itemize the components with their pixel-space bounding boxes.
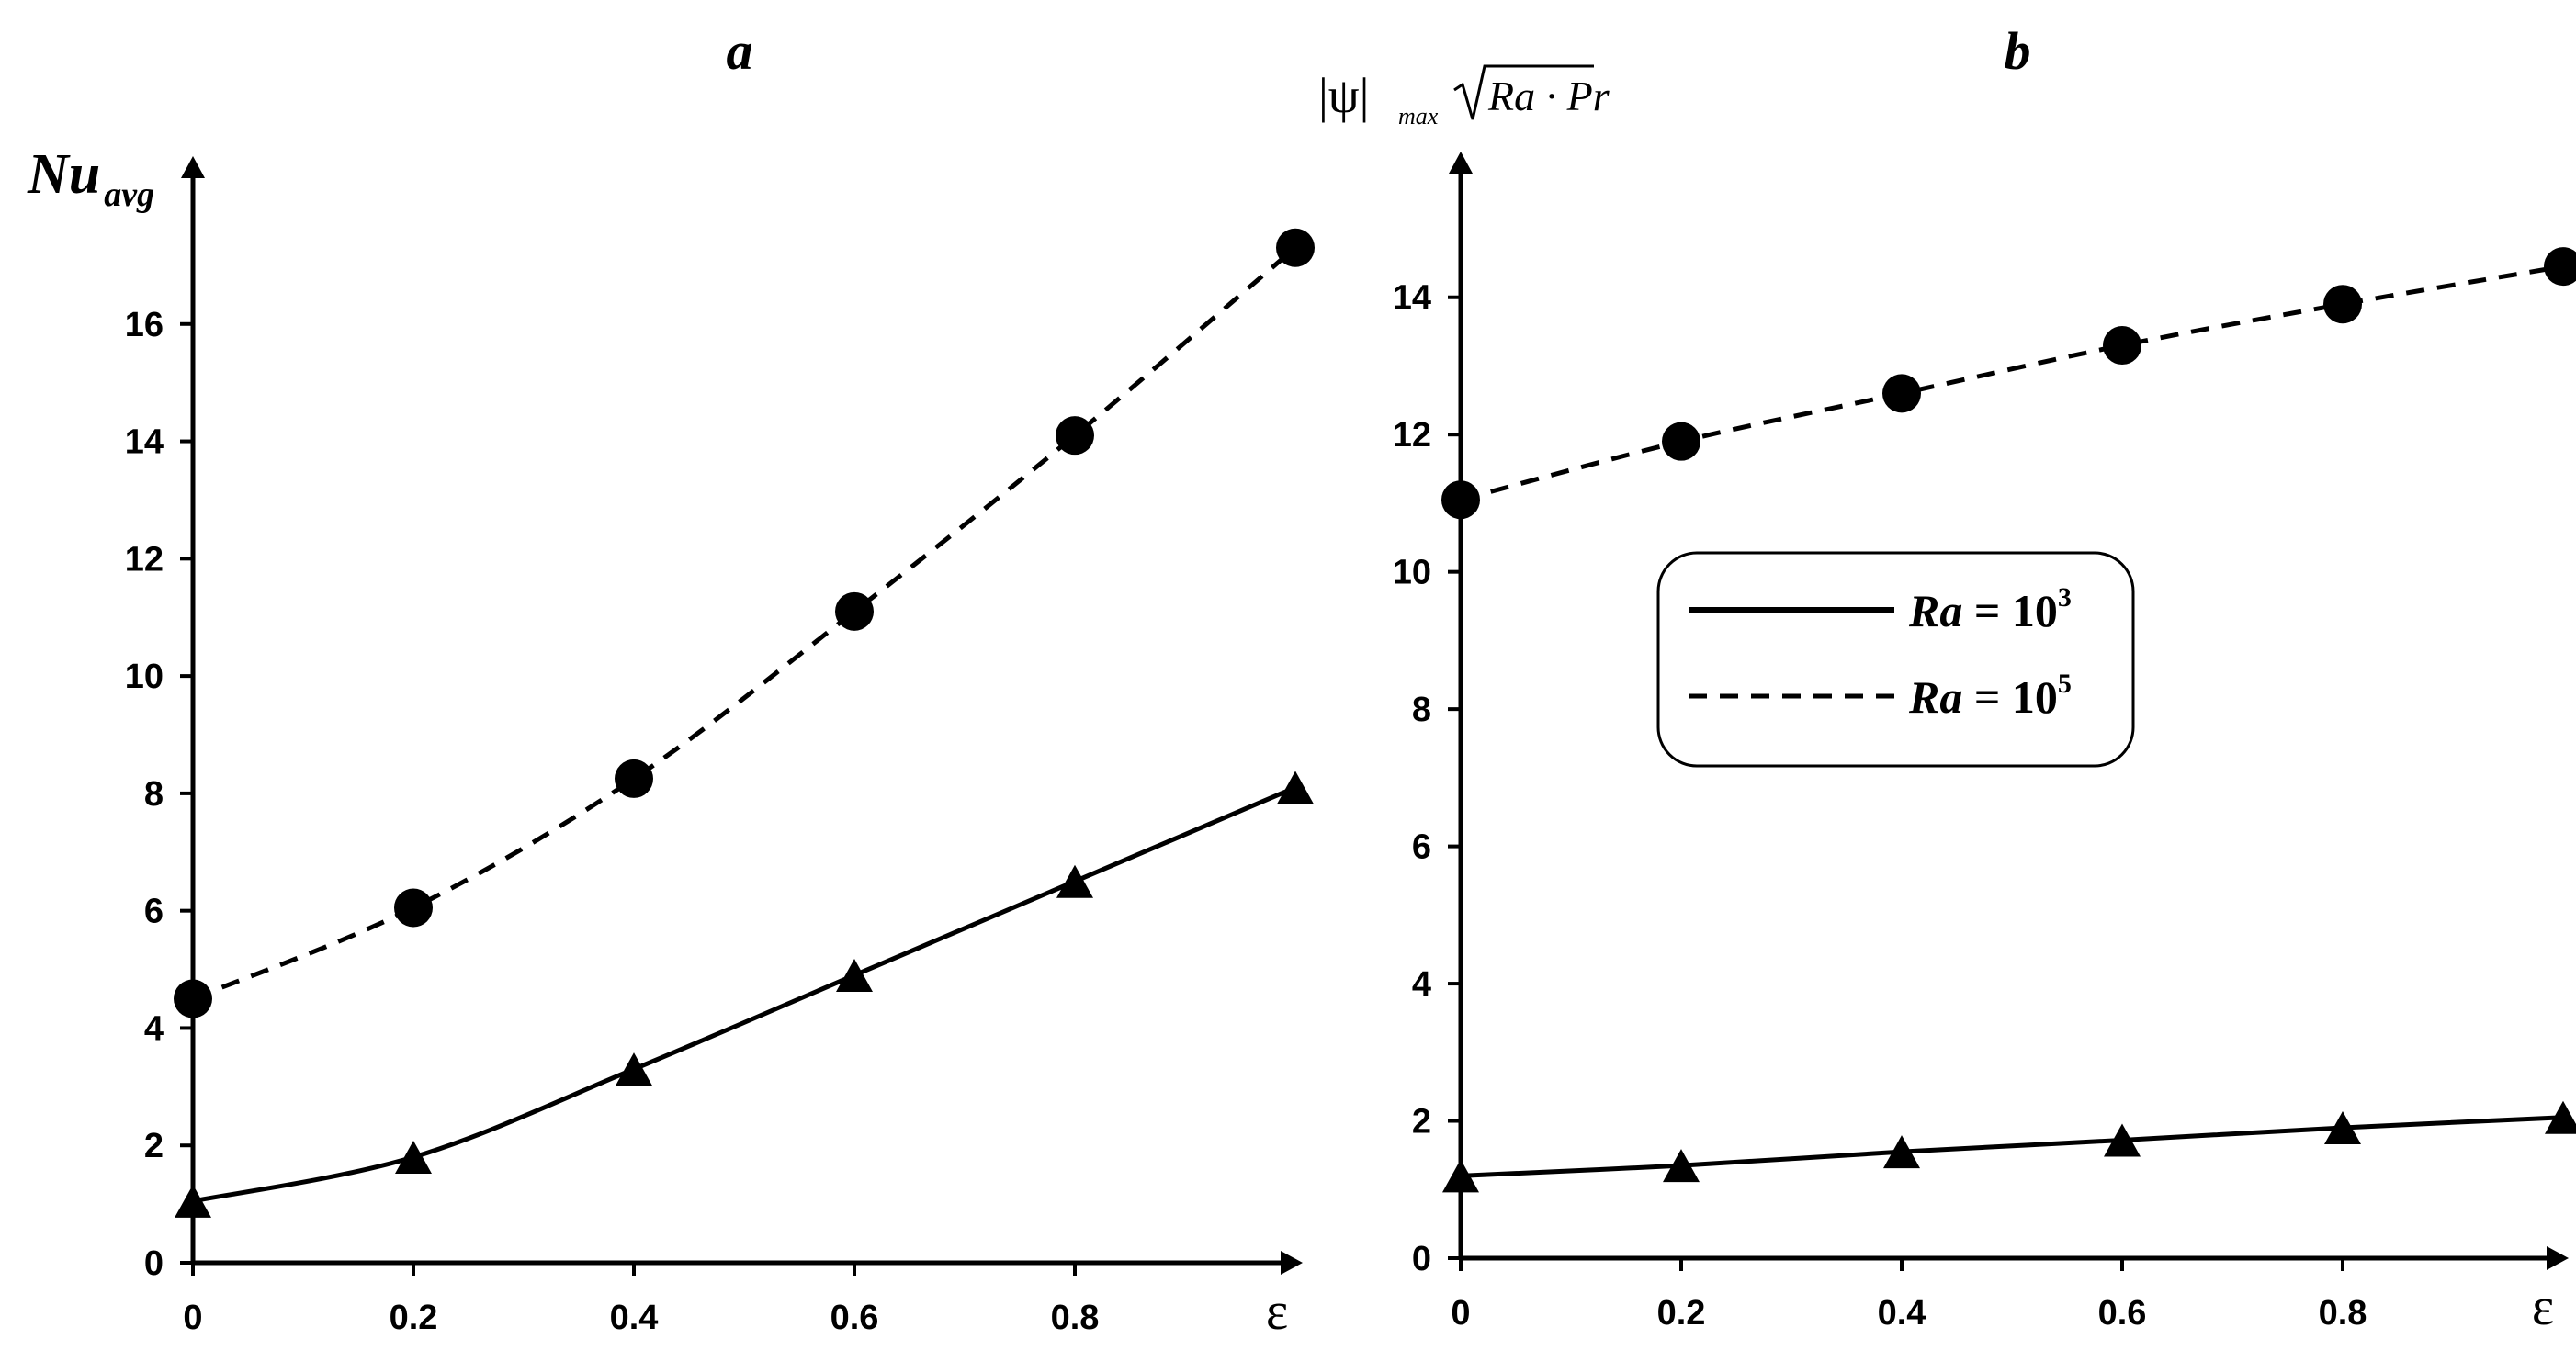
panel-b-ylabel: |ψ| max Ra · Pr bbox=[1318, 64, 1610, 129]
panel-b-plot: 0 2 4 6 8 10 12 14 0 0.2 0.4 0.6 0.8 ε bbox=[1393, 152, 2576, 1336]
panel-b-y-tick-label: 6 bbox=[1412, 828, 1431, 867]
panel-a-x-tick-label: 0 bbox=[183, 1299, 202, 1337]
panel-b-series-1-point bbox=[1442, 1159, 1479, 1193]
panel-a-y-tick-label: 10 bbox=[125, 658, 164, 696]
legend-entry-1-exp: 3 bbox=[2058, 582, 2072, 613]
panel-b-ylabel-sub: max bbox=[1398, 103, 1439, 129]
panel-b-series-2-point bbox=[1662, 422, 1700, 461]
panel-a-y-tick-label: 16 bbox=[125, 306, 164, 344]
panel-b-series-2-point bbox=[1882, 374, 1921, 413]
legend-box bbox=[1656, 551, 2135, 768]
panel-a-series-2-point bbox=[1056, 416, 1094, 456]
panel-b-title: b bbox=[2005, 21, 2031, 81]
panel-a-series-1-point bbox=[836, 958, 873, 992]
panel-b-series-1-point bbox=[1883, 1135, 1920, 1169]
legend-entry-2-eq: = 10 bbox=[1962, 671, 2058, 723]
legend-entry-2: Ra = 105 bbox=[1908, 669, 2072, 723]
panel-a-y-tick-label: 4 bbox=[144, 1009, 164, 1048]
panel-a-x-tick-label: 0.8 bbox=[1051, 1299, 1100, 1337]
panel-b-series-2-line bbox=[1460, 264, 2564, 502]
panel-a-series-1-point bbox=[175, 1184, 211, 1218]
panel-a-title: a bbox=[727, 21, 753, 81]
panel-b-y-tick-label: 8 bbox=[1412, 691, 1431, 729]
legend-entry-1-prefix: Ra bbox=[1908, 585, 1962, 636]
panel-a-series-2-line bbox=[192, 245, 1297, 1001]
panel-a-series-2-point bbox=[1276, 228, 1315, 267]
panel-b-x-axis-label: ε bbox=[2532, 1277, 2554, 1336]
panel-a-series-1-line bbox=[192, 785, 1296, 1204]
panel-b-y-tick-label: 2 bbox=[1412, 1103, 1431, 1142]
panel-a-y-tick-label: 2 bbox=[144, 1127, 164, 1165]
panel-a-series-2-point bbox=[174, 979, 212, 1018]
panel-a-y-tick-label: 8 bbox=[144, 775, 164, 814]
panel-b-y-axis-arrow-icon bbox=[1449, 152, 1473, 174]
panel-b-ylabel-sqrt: Ra · Pr bbox=[1487, 73, 1610, 119]
panel-a-series-1-point bbox=[616, 1052, 652, 1086]
panel-b-ylabel-psi: |ψ| bbox=[1318, 68, 1369, 123]
panel-a-ylabel: Nu avg bbox=[27, 143, 154, 214]
panel-b-series-2-point bbox=[2103, 326, 2141, 366]
panel-b-series-1-point bbox=[2324, 1111, 2361, 1145]
panel-b-x-tick-label: 0.8 bbox=[2319, 1294, 2367, 1333]
panel-b-series-1-point bbox=[2545, 1100, 2576, 1134]
panel-a-y-axis-arrow-icon bbox=[181, 156, 205, 178]
panel-a-series-1-point bbox=[1277, 771, 1314, 804]
legend-entry-1: Ra = 103 bbox=[1908, 582, 2072, 636]
panel-b-series-1-line bbox=[1460, 1115, 2564, 1178]
legend-entry-2-prefix: Ra bbox=[1908, 671, 1962, 723]
panel-b-series-1-point bbox=[1663, 1149, 1700, 1183]
panel-a-ylabel-main: Nu bbox=[27, 143, 100, 206]
panel-b-x-tick-label: 0 bbox=[1451, 1294, 1470, 1333]
panel-b-x-tick-label: 0.6 bbox=[2098, 1294, 2147, 1333]
panel-b-series-2-point bbox=[2323, 285, 2362, 324]
panel-b-y-tick-label: 12 bbox=[1393, 416, 1431, 455]
panel-a-x-tick-label: 0.2 bbox=[390, 1299, 438, 1337]
panel-a-series-2-point bbox=[394, 888, 433, 928]
panel-a-series-2-point bbox=[835, 591, 874, 631]
panel-a-y-tick-label: 12 bbox=[125, 540, 164, 579]
panel-b-series-2-point bbox=[1441, 480, 1480, 520]
panel-a-y-tick-label: 6 bbox=[144, 893, 164, 931]
panel-a-series-2-point bbox=[615, 759, 653, 798]
panel-b-x-axis-arrow-icon bbox=[2547, 1246, 2569, 1270]
panel-b-x-tick-label: 0.4 bbox=[1878, 1294, 1926, 1333]
panel-b-series-2-point bbox=[2544, 247, 2576, 287]
panel-a-y-tick-label: 14 bbox=[125, 423, 164, 462]
panel-a-x-tick-label: 0.6 bbox=[830, 1299, 879, 1337]
panel-b-y-tick-label: 0 bbox=[1412, 1240, 1431, 1278]
legend-entry-2-exp: 5 bbox=[2058, 669, 2072, 699]
panel-b-series-1-point bbox=[2104, 1123, 2141, 1157]
panel-a-y-tick-label: 0 bbox=[144, 1244, 164, 1283]
panel-b-y-tick-label: 14 bbox=[1393, 279, 1431, 318]
panel-a-plot: 0 2 4 6 8 10 12 14 16 0 0.2 0.4 0.6 0.8 ε bbox=[125, 156, 1315, 1341]
legend-entry-1-eq: = 10 bbox=[1962, 585, 2058, 636]
panel-a-series-1-point bbox=[1056, 864, 1093, 898]
panel-a-x-tick-label: 0.4 bbox=[610, 1299, 659, 1337]
panel-b-y-tick-label: 4 bbox=[1412, 965, 1431, 1004]
panel-a-series-1-point bbox=[395, 1141, 432, 1174]
legend: Ra = 103 Ra = 105 bbox=[1656, 551, 2135, 768]
panel-a-x-axis-label: ε bbox=[1266, 1281, 1288, 1341]
panel-b-x-tick-label: 0.2 bbox=[1657, 1294, 1706, 1333]
panel-b-y-tick-label: 10 bbox=[1393, 554, 1431, 592]
panel-a-x-axis-arrow-icon bbox=[1281, 1251, 1303, 1275]
sqrt-sign-icon bbox=[1453, 64, 1594, 120]
panel-a-ylabel-sub: avg bbox=[104, 175, 154, 214]
